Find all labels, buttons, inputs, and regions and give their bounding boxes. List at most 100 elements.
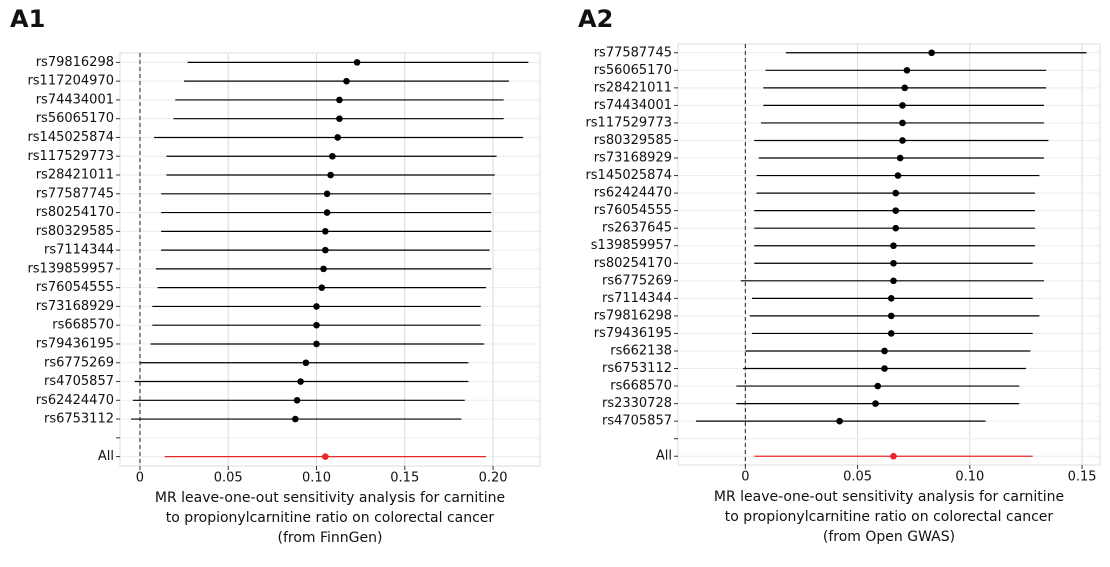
estimate-point xyxy=(292,415,299,423)
estimate-point xyxy=(899,102,906,109)
x-tick-label: 0.05 xyxy=(214,471,243,486)
estimate-point xyxy=(343,77,350,85)
y-tick-label: rs62424470 xyxy=(594,186,672,201)
estimate-point xyxy=(323,190,331,198)
y-tick-label: rs28421011 xyxy=(594,80,672,95)
x-tick-label: 0.15 xyxy=(1068,470,1097,485)
estimate-point xyxy=(890,242,897,250)
y-tick-label: rs139859957 xyxy=(27,261,114,276)
estimate-point xyxy=(892,224,900,232)
y-tick-label: rs77587745 xyxy=(36,186,114,201)
estimate-point xyxy=(313,303,320,310)
estimate-point xyxy=(892,207,900,214)
y-tick-label: rs56065170 xyxy=(594,63,672,78)
y-tick-label: rs73168929 xyxy=(594,151,672,166)
y-tick-label: rs662138 xyxy=(610,343,672,358)
x-tick-label: 0.20 xyxy=(479,471,508,486)
estimate-point xyxy=(887,312,895,320)
estimate-point xyxy=(892,189,900,197)
x-axis-label: MR leave-one-out sensitivity analysis fo… xyxy=(714,489,1064,505)
x-tick-label: 0.10 xyxy=(302,471,331,486)
estimate-point xyxy=(899,137,906,144)
y-tick-label: rs80329585 xyxy=(594,133,672,148)
estimate-point xyxy=(887,295,895,302)
y-tick-label: rs2330728 xyxy=(602,396,672,411)
y-tick-label: rs6753112 xyxy=(44,412,114,427)
y-tick-label: rs7114344 xyxy=(602,291,672,306)
y-tick-label: rs73168929 xyxy=(36,299,114,314)
estimate-point xyxy=(890,259,897,267)
y-tick-label: rs4705857 xyxy=(44,374,114,389)
estimate-point xyxy=(318,284,326,291)
estimate-point xyxy=(302,359,310,367)
y-tick-label: rs56065170 xyxy=(36,111,114,126)
estimate-point xyxy=(899,119,906,127)
y-tick-label: rs79816298 xyxy=(594,308,672,323)
estimate-point xyxy=(353,59,361,66)
y-tick-label: rs4705857 xyxy=(602,414,672,429)
x-axis-label: MR leave-one-out sensitivity analysis fo… xyxy=(155,490,505,506)
x-tick-label: 0.10 xyxy=(955,470,984,485)
estimate-point xyxy=(336,115,343,123)
x-axis-label: to propionylcarnitine ratio on colorecta… xyxy=(166,510,495,526)
y-tick-label: rs668570 xyxy=(610,379,672,394)
estimate-point xyxy=(881,347,888,355)
y-tick-label: rs79816298 xyxy=(36,55,114,70)
y-tick-label: All xyxy=(656,449,672,464)
y-tick-label: rs7114344 xyxy=(44,243,114,258)
estimate-point xyxy=(874,382,882,390)
panel-title: A2 xyxy=(578,5,613,33)
y-tick-label: rs668570 xyxy=(52,318,114,333)
y-tick-label: rs80254170 xyxy=(594,256,672,271)
estimate-point xyxy=(322,246,329,254)
y-tick-label: All xyxy=(98,449,114,464)
y-tick-label: rs62424470 xyxy=(36,393,114,408)
estimate-point xyxy=(313,321,320,329)
y-tick-label: rs6775269 xyxy=(44,355,114,370)
x-axis-label: (from FinnGen) xyxy=(278,530,383,546)
estimate-point xyxy=(881,365,888,372)
estimate-point xyxy=(928,49,935,57)
y-tick-label: rs145025874 xyxy=(27,130,114,145)
y-tick-label: rs2637645 xyxy=(602,221,672,236)
estimate-point xyxy=(894,172,902,179)
estimate-point xyxy=(872,400,879,407)
y-tick-label: rs80254170 xyxy=(36,205,114,220)
x-axis-label: to propionylcarnitine ratio on colorecta… xyxy=(725,509,1054,525)
y-tick-label: rs76054555 xyxy=(36,280,114,295)
estimate-point xyxy=(890,452,897,460)
estimate-point xyxy=(901,84,909,92)
estimate-point xyxy=(293,396,301,404)
x-tick-label: 0.15 xyxy=(390,471,419,486)
estimate-point xyxy=(297,378,304,385)
y-tick-label: rs79436195 xyxy=(594,326,672,341)
estimate-point xyxy=(336,96,343,104)
y-tick-label: rs28421011 xyxy=(36,168,114,183)
x-axis-label: (from Open GWAS) xyxy=(823,529,955,545)
x-tick-label: 0.05 xyxy=(843,470,872,485)
y-tick-label: rs6753112 xyxy=(602,361,672,376)
estimate-point xyxy=(322,453,329,460)
x-tick-label: 0 xyxy=(136,471,144,486)
estimate-point xyxy=(322,228,329,235)
y-tick-label: rs74434001 xyxy=(594,98,672,113)
y-tick-label: rs117529773 xyxy=(585,115,672,130)
estimate-point xyxy=(329,152,336,160)
estimate-point xyxy=(320,265,327,273)
estimate-point xyxy=(887,330,895,337)
estimate-point xyxy=(323,209,331,216)
x-tick-label: 0 xyxy=(741,470,749,485)
estimate-point xyxy=(896,154,904,162)
estimate-point xyxy=(334,134,341,141)
y-tick-label: s139859957 xyxy=(591,238,672,253)
estimate-point xyxy=(836,417,843,425)
panel-title: A1 xyxy=(10,5,45,33)
y-tick-label: rs79436195 xyxy=(36,336,114,351)
y-tick-label: rs6775269 xyxy=(602,273,672,288)
estimate-point xyxy=(327,171,334,179)
y-tick-label: rs77587745 xyxy=(594,45,672,60)
y-tick-label: rs80329585 xyxy=(36,224,114,239)
y-tick-label: rs117204970 xyxy=(27,74,114,89)
